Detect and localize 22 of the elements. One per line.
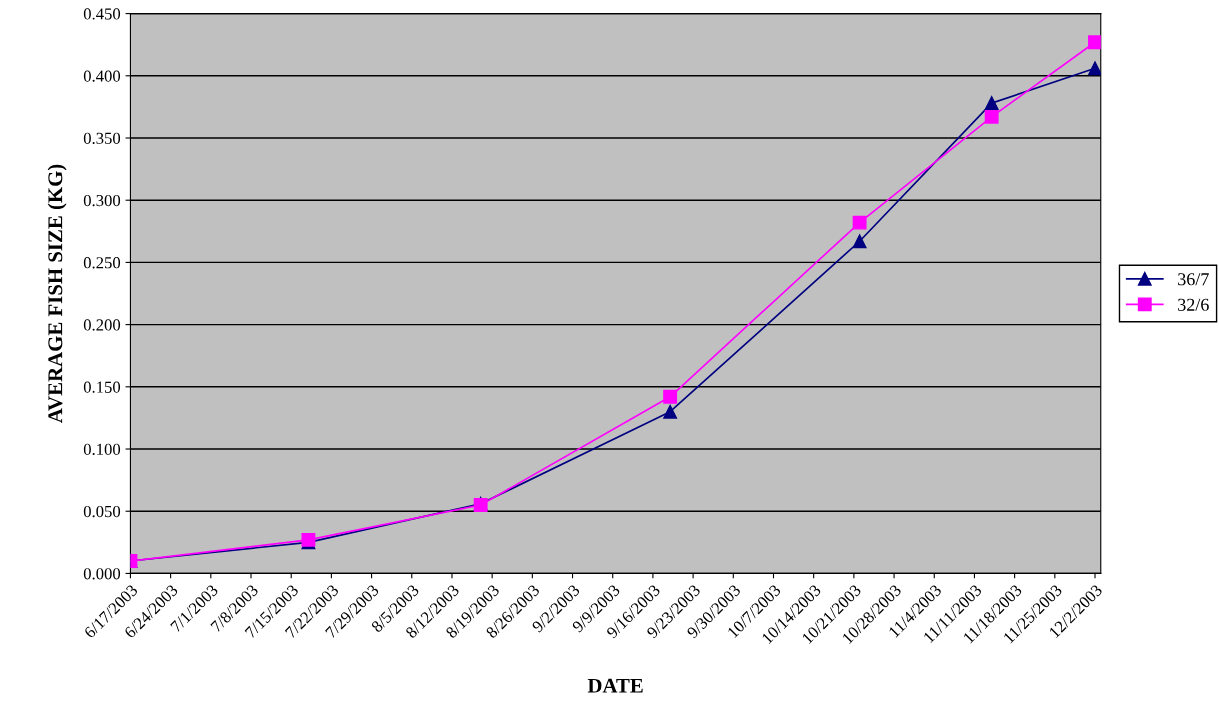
y-tick-label: 0.350 (83, 132, 121, 145)
point (984, 109, 999, 124)
point (852, 234, 867, 249)
y-tick-label: 0.200 (83, 319, 121, 331)
y-tick-label: 0.400 (83, 70, 121, 82)
y-tick-label: 0.150 (83, 381, 121, 393)
legend-label: 32/6 (1178, 298, 1209, 311)
y-axis-title: AVERAGE FISH SIZE (KG) (47, 164, 67, 424)
point (852, 215, 867, 230)
y-tick-label: 0.450 (83, 8, 121, 20)
y-tick-label: 0.250 (83, 257, 121, 269)
point (663, 389, 678, 404)
x-axis-title: DATE (587, 678, 643, 693)
point (1088, 35, 1101, 50)
y-tick-label: 0.100 (83, 443, 121, 456)
y-tick-label: 0.050 (83, 505, 121, 518)
point (1088, 61, 1101, 76)
y-tick-label: 0.300 (83, 194, 121, 207)
point (984, 96, 999, 111)
point (663, 404, 678, 419)
y-tick-label: 0.000 (83, 568, 121, 580)
legend-label: 36/7 (1178, 273, 1209, 286)
